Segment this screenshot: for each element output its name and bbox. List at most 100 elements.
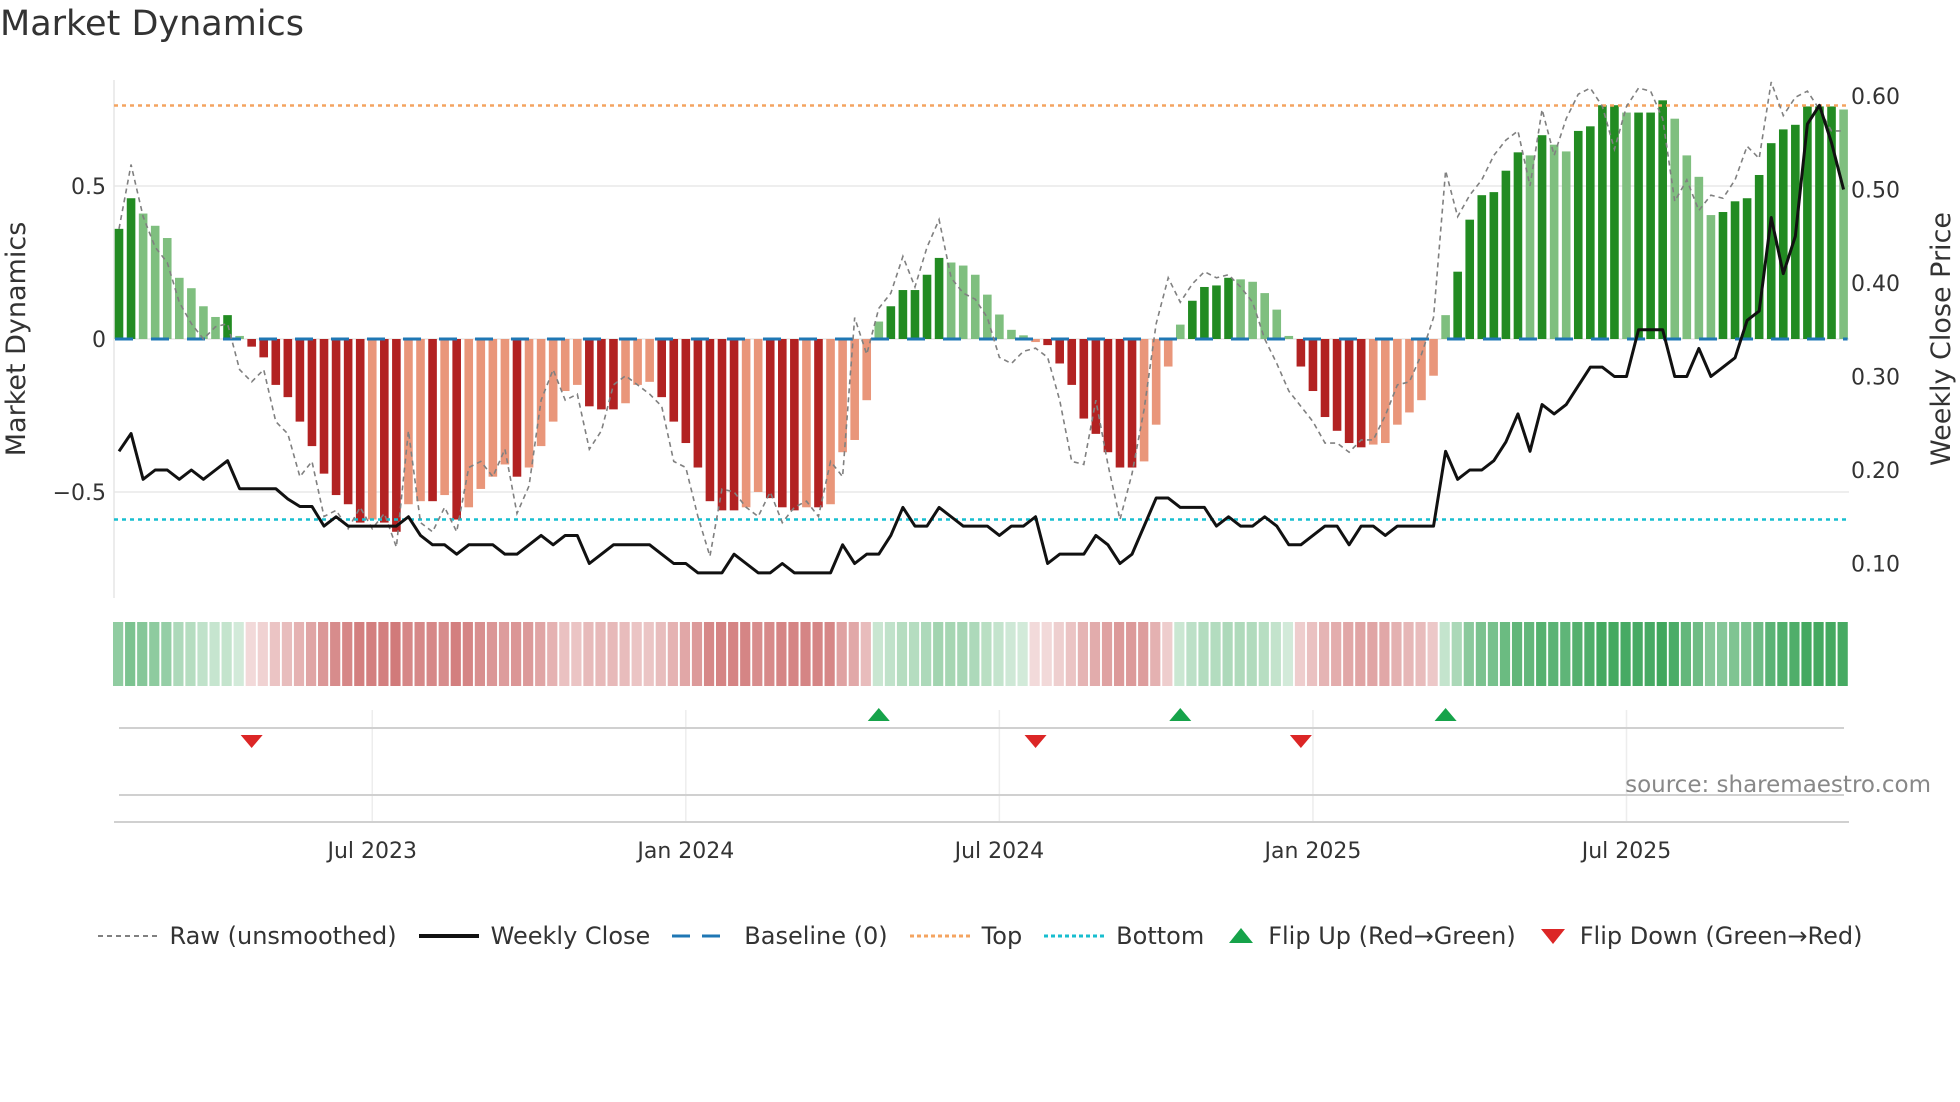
heat-strip-cell <box>1391 622 1402 686</box>
heat-strip-cell <box>921 622 932 686</box>
dynamics-bar <box>1489 192 1499 339</box>
heat-strip-cell <box>607 622 618 686</box>
heat-strip-cell <box>1765 622 1776 686</box>
heat-strip-cell <box>366 622 377 686</box>
dynamics-bar <box>1803 106 1812 339</box>
heat-strip-cell <box>1258 622 1269 686</box>
dynamics-bar <box>741 339 751 508</box>
dynamics-bar <box>223 315 232 339</box>
heat-strip-cell <box>776 622 787 686</box>
heat-strip-cell <box>547 622 558 686</box>
dynamics-bar <box>536 339 546 447</box>
heat-strip-cell <box>1065 622 1076 686</box>
heat-strip-cell <box>1005 622 1016 686</box>
dynamics-bar <box>488 339 498 477</box>
heat-strip-cell <box>1150 622 1161 686</box>
heat-strip-cell <box>643 622 654 686</box>
dynamics-bar <box>440 339 449 496</box>
dynamics-bar <box>271 339 281 385</box>
triangle-down-icon <box>1540 929 1565 944</box>
dynamics-bar <box>1742 198 1752 339</box>
heat-strip-cell <box>583 622 594 686</box>
y2-axis-label: Weekly Close Price <box>1926 212 1957 466</box>
heat-strip-cell <box>1451 622 1462 686</box>
y-tick-label: 0 <box>92 328 106 353</box>
heat-strip-cell <box>1101 622 1113 686</box>
heat-strip-cell <box>667 622 678 686</box>
dynamics-bar <box>404 339 413 505</box>
dynamics-bar <box>1778 129 1788 339</box>
dynamics-bar <box>862 339 872 401</box>
heat-strip-cell <box>1355 622 1366 686</box>
heat-strip-cell <box>257 622 268 686</box>
heat-strip-cell <box>1246 622 1257 686</box>
heat-strip-cell <box>1511 622 1523 686</box>
heat-strip-cell <box>752 622 763 686</box>
heat-strip-cell <box>1680 622 1691 686</box>
dynamics-bar <box>452 339 461 520</box>
heat-strip-cell <box>945 622 956 686</box>
heat-strip-cell <box>788 622 799 686</box>
dynamics-bar <box>609 339 618 410</box>
heat-strip-cell <box>728 622 739 686</box>
heat-strip-cell <box>221 622 232 686</box>
dynamics-bar <box>838 339 847 453</box>
dynamics-bar <box>1019 335 1028 339</box>
heat-strip-cell <box>1584 622 1595 686</box>
dynamics-bar <box>1139 339 1149 462</box>
heat-strip-cell <box>330 622 341 686</box>
heat-strip-cell <box>1174 622 1185 686</box>
dynamics-bar <box>1248 281 1257 339</box>
chart-title: Market Dynamics <box>0 4 305 44</box>
heat-strip-cell <box>1644 622 1655 686</box>
heat-strip-cell <box>1053 622 1064 686</box>
heat-strip-cell <box>679 622 691 686</box>
heat-strip-cell <box>1306 622 1318 686</box>
legend-item-baseline: Baseline (0) <box>672 922 888 950</box>
heat-strip-cell <box>848 622 859 686</box>
dynamics-bar <box>1188 300 1197 339</box>
dynamics-bar <box>295 339 305 422</box>
heat-strip-cell <box>1126 622 1137 686</box>
dynamics-bar <box>307 339 317 447</box>
dynamics-bar <box>1658 100 1667 339</box>
legend-label: Flip Up (Red→Green) <box>1268 922 1516 950</box>
dynamics-bar <box>958 265 968 339</box>
legend-label: Weekly Close <box>490 922 651 950</box>
dynamics-bar <box>175 277 184 339</box>
flip-up-marker <box>1169 708 1192 721</box>
heat-strip-cell <box>1729 622 1740 686</box>
dynamics-bar <box>1417 339 1426 401</box>
legend-label: Bottom <box>1116 922 1205 950</box>
heat-strip-cell <box>1463 622 1474 686</box>
dynamics-bar <box>934 257 944 339</box>
raw-line-swatch-icon <box>97 935 158 937</box>
heat-strip-cell <box>125 622 136 686</box>
heat-strip-cell <box>1801 622 1812 686</box>
heat-strip-cell <box>462 622 473 686</box>
heat-strip-cell <box>354 622 365 686</box>
heat-strip-cell <box>896 622 908 686</box>
top-line-swatch-icon <box>909 934 970 938</box>
heat-strip-cell <box>161 622 172 686</box>
dynamics-bar <box>1224 277 1233 339</box>
dynamics-bar <box>753 339 763 492</box>
dynamics-bar <box>235 335 244 339</box>
heat-strip-cell <box>1789 622 1800 686</box>
heat-strip-cell <box>872 622 883 686</box>
y2-tick-label: 0.30 <box>1851 366 1900 391</box>
heat-strip-cell <box>1089 622 1101 686</box>
triangle-up-icon <box>1229 928 1254 943</box>
heat-strip-cell <box>1656 622 1667 686</box>
heat-strip-cell <box>1753 622 1764 686</box>
heat-strip-cell <box>293 622 305 686</box>
heat-strip-cell <box>535 622 546 686</box>
flip-down-marker <box>1024 735 1047 748</box>
heat-strip-cell <box>402 622 413 686</box>
heat-strip-cell <box>1716 622 1728 686</box>
heat-strip-cell <box>209 622 220 686</box>
heat-strip-cell <box>149 622 160 686</box>
dynamics-bar <box>886 306 896 339</box>
dynamics-bar <box>524 339 534 468</box>
heat-strip-cell <box>1536 622 1547 686</box>
